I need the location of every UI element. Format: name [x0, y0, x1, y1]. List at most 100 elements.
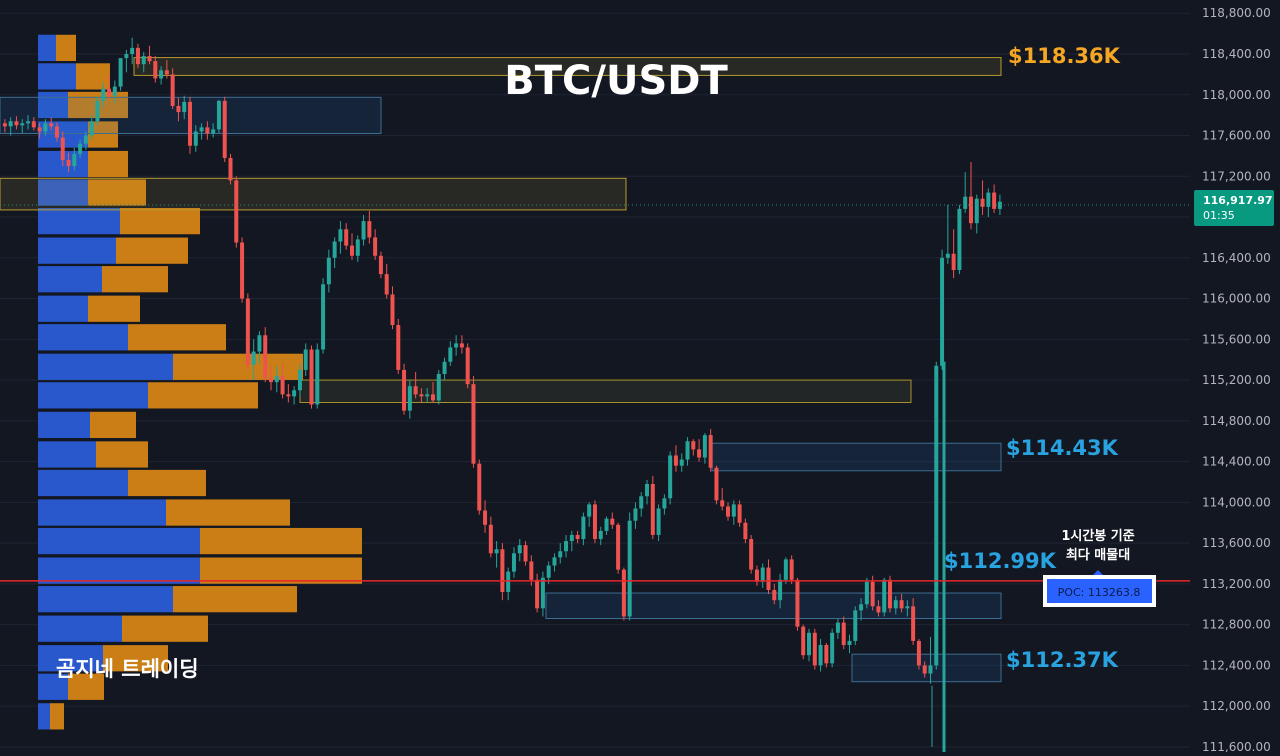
candle-up: [112, 86, 117, 96]
y-tick-label: 112,800.00: [1202, 618, 1271, 632]
level-label-112-99k: $112.99K: [944, 549, 1057, 573]
candle-down: [430, 394, 435, 401]
y-tick-label: 118,400.00: [1202, 47, 1271, 61]
candle-down: [234, 180, 239, 243]
candle-up: [211, 129, 216, 134]
candle-up: [141, 56, 146, 65]
profile-buy-bar: [38, 411, 90, 439]
profile-buy-bar: [38, 615, 122, 642]
candle-up: [257, 335, 262, 352]
y-tick-label: 118,000.00: [1202, 88, 1271, 102]
candle-up: [847, 640, 852, 646]
profile-buy-bar: [38, 266, 102, 293]
chart-title: BTC/USDT: [504, 58, 728, 104]
candle-down: [911, 606, 916, 641]
candle-up: [546, 565, 551, 578]
candle-up: [945, 253, 950, 258]
candle-down: [535, 579, 540, 609]
candle-down: [373, 237, 378, 256]
candle-down: [592, 504, 597, 540]
y-tick-label: 113,600.00: [1202, 536, 1271, 550]
candle-up: [633, 508, 638, 521]
y-tick-label: 114,400.00: [1202, 455, 1271, 469]
candle-down: [402, 369, 407, 411]
candle-down: [650, 484, 655, 535]
candle-up: [587, 504, 592, 517]
candle-down: [483, 510, 488, 525]
candle-down: [153, 61, 158, 79]
profile-buy-bar: [38, 34, 56, 62]
profile-buy-bar: [38, 469, 128, 497]
candle-up: [893, 600, 898, 609]
candle-down: [876, 606, 881, 613]
candle-down: [968, 196, 973, 224]
profile-buy-bar: [38, 91, 68, 119]
candle-down: [795, 579, 800, 627]
candle-up: [506, 571, 511, 593]
candle-up: [407, 386, 412, 411]
y-tick-label: 113,200.00: [1202, 577, 1271, 591]
candle-up: [558, 551, 563, 558]
candle-up: [940, 257, 945, 366]
candle-up: [859, 604, 864, 611]
profile-sell-bar: [88, 295, 140, 322]
candle-down: [922, 665, 927, 674]
candle-down: [367, 221, 372, 238]
candle-up: [494, 549, 499, 554]
candle-up: [853, 610, 858, 641]
y-tick-label: 115,600.00: [1202, 332, 1271, 346]
profile-sell-bar: [128, 324, 226, 351]
candle-up: [83, 135, 88, 144]
candle-down: [616, 524, 621, 570]
y-tick-label: 117,200.00: [1202, 169, 1271, 183]
candle-down: [737, 504, 742, 523]
candle-down: [459, 343, 464, 348]
candle-up: [598, 530, 603, 540]
candle-down: [419, 394, 424, 397]
candle-down: [801, 626, 806, 656]
y-tick-label: 117,600.00: [1202, 129, 1271, 143]
profile-buy-bar: [38, 295, 88, 322]
poc-pointer: [1092, 570, 1104, 576]
profile-buy-bar: [38, 179, 88, 206]
poc-note-line2: 최다 매물대: [1066, 547, 1130, 563]
candle-down: [176, 105, 181, 113]
candle-up: [517, 545, 522, 554]
candle-up: [425, 394, 430, 397]
candle-up: [303, 349, 308, 370]
candle-up: [436, 373, 441, 401]
profile-sell-bar: [122, 615, 208, 642]
candle-down: [396, 325, 401, 370]
candle-down: [772, 589, 777, 601]
level-label-112-37k: $112.37K: [1006, 648, 1119, 672]
y-tick-label: 116,400.00: [1202, 251, 1271, 265]
candle-down: [523, 545, 528, 562]
profile-buy-bar: [38, 586, 173, 613]
poc-note-line1: 1시간봉 기준: [1061, 528, 1134, 544]
candle-up: [645, 484, 650, 497]
profile-buy-bar: [38, 703, 50, 730]
candle-up: [807, 632, 812, 656]
candle-up: [78, 143, 83, 154]
candle-down: [31, 121, 36, 128]
y-tick-label: 114,000.00: [1202, 495, 1271, 509]
candle-up: [26, 121, 31, 124]
candle-up: [251, 351, 256, 365]
candle-down: [188, 101, 193, 146]
candle-up: [72, 153, 77, 167]
zone-112370: [851, 653, 1002, 683]
profile-buy-bar: [38, 645, 103, 672]
candle-down: [691, 441, 696, 450]
candle-down: [673, 455, 678, 466]
candle-down: [280, 376, 285, 395]
candle-up: [928, 665, 933, 674]
candle-up: [182, 101, 187, 113]
profile-sell-bar: [200, 527, 362, 555]
candle-up: [216, 100, 221, 130]
profile-buy-bar: [38, 673, 68, 700]
candle-up: [448, 347, 453, 362]
profile-sell-bar: [56, 34, 76, 62]
candle-down: [263, 335, 268, 379]
candle-down: [390, 294, 395, 326]
candle-up: [818, 645, 823, 666]
